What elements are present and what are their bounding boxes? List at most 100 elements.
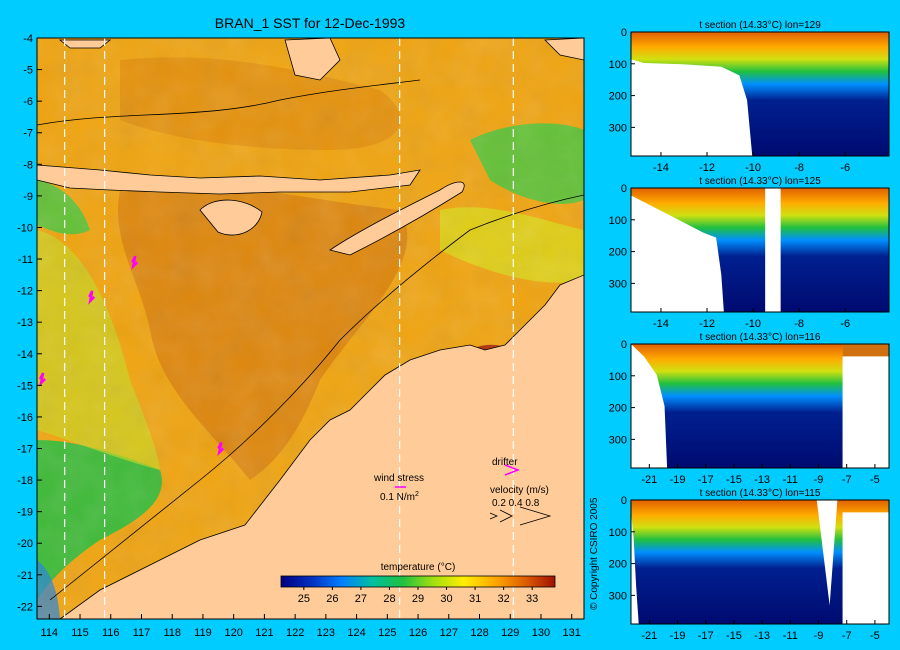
map-x-tick-label: 126: [409, 627, 427, 639]
map-y-tick-label: -7: [23, 128, 33, 140]
shelf-contour: [49, 194, 584, 601]
map-x-tick-label: 131: [563, 627, 581, 639]
section-no-data: [631, 195, 724, 312]
section-y-tick-label: 0: [621, 183, 627, 195]
section-x-tick-label: -21: [641, 474, 657, 486]
section-y-tick-label: 200: [609, 559, 627, 571]
sst-map: [37, 38, 584, 619]
map-axis-ticks: 114 115 116 117 118 119 120 121 122 123 124 125 126 1…: [17, 33, 581, 639]
map-x-tick-label: 116: [102, 627, 120, 639]
map-x-tick-label: 117: [133, 627, 151, 639]
drifter-label: drifter: [492, 457, 518, 468]
velocity-values: 0.2 0.4 0.8: [492, 498, 540, 509]
wind-stress-value: 0.1 N/m: [380, 492, 415, 503]
map-y-tick-label: -18: [17, 475, 33, 487]
section-lines: [64, 38, 514, 619]
map-y-tick-label: -20: [17, 538, 33, 550]
section-x-tick-label: -8: [794, 318, 804, 330]
colorbar: temperature (°C) 25 26 27 28 29 30 31 32 33: [280, 562, 556, 605]
drifter-track: [88, 290, 96, 305]
colorbar-tick-label: 29: [412, 593, 424, 605]
drifter-track: [217, 441, 225, 457]
section-y-tick-label: 200: [609, 91, 627, 103]
map-y-tick-label: -16: [17, 412, 33, 424]
section-y-tick-label: 0: [621, 495, 627, 507]
section-x-tick-label: -17: [698, 474, 714, 486]
section-no-data: [765, 188, 781, 312]
section-x-tick-label: -14: [653, 318, 669, 330]
map-y-tick-label: -5: [23, 65, 33, 77]
section-x-tick-label: -9: [814, 474, 824, 486]
section-y-tick-label: 100: [609, 371, 627, 383]
wind-stress-value-text: 0.1 N/m2: [380, 491, 419, 503]
section-no-data: [842, 512, 889, 624]
map-y-tick-label: -4: [23, 33, 33, 45]
drifter-track: [131, 255, 139, 270]
colorbar-tick-label: 32: [498, 593, 510, 605]
section-frame: [630, 499, 890, 625]
section-x-tick-label: -19: [670, 474, 686, 486]
section-no-data: [816, 500, 838, 606]
section-no-data: [631, 512, 639, 624]
map-x-tick-label: 119: [194, 627, 212, 639]
section-y-tick-label: 100: [609, 527, 627, 539]
velocity-arrows-icon: [489, 506, 552, 526]
section-x-tick-label: -13: [754, 630, 770, 642]
section-panel: t section (14.33°C) lon=115-21 -19 -17 -15-…: [609, 488, 890, 642]
section-y-tick-label: 200: [609, 247, 627, 259]
wind-stress-label: wind stress: [373, 473, 424, 484]
map-y-tick-label: -12: [17, 286, 33, 298]
drifter-tracks: [38, 255, 225, 457]
section-x-tick-label: -6: [840, 318, 850, 330]
section-x-tick-label: -15: [726, 630, 742, 642]
map-x-tick-label: 127: [440, 627, 458, 639]
map-y-tick-label: -11: [18, 254, 33, 266]
map-x-tick-label: 124: [347, 627, 365, 639]
section-no-data: [631, 59, 753, 156]
section-no-data: [631, 344, 668, 468]
section-x-tick-label: -6: [840, 162, 850, 174]
section-x-tick-label: -5: [870, 630, 880, 642]
land-nusa-tenggara: [37, 164, 421, 195]
map-x-tick-label: 115: [71, 627, 89, 639]
section-y-tick-label: 300: [609, 434, 627, 446]
section-y-tick-label: 0: [621, 27, 627, 39]
land-australia: [59, 274, 584, 619]
section-y-tick-label: 100: [609, 215, 627, 227]
map-title: BRAN_1 SST for 12-Dec-1993: [215, 15, 406, 31]
section-x-tick-label: -21: [641, 630, 657, 642]
map-x-tick-label: 120: [224, 627, 242, 639]
section-field: [842, 344, 889, 357]
colorbar-tick-label: 30: [440, 593, 452, 605]
map-x-tick-label: 128: [470, 627, 488, 639]
map-y-tick-label: -13: [17, 317, 33, 329]
section-frame: [630, 31, 890, 157]
section-y-tick-label: 200: [609, 403, 627, 415]
shelf-contour-north: [37, 79, 421, 126]
land-ne: [544, 38, 584, 61]
colorbar-tick-label: 31: [469, 593, 481, 605]
map-legend: wind stress 0.1 N/m2 drifter velocity (m…: [373, 457, 552, 526]
section-panel: t section (14.33°C) lon=116-21 -19 -17 -15-…: [609, 332, 890, 486]
colorbar-tick-label: 26: [326, 593, 338, 605]
land-sumba: [199, 199, 263, 236]
wind-stress-exponent: 2: [415, 491, 419, 498]
map-x-tick-label: 122: [286, 627, 304, 639]
map-y-tick-label: -9: [23, 191, 33, 203]
section-x-tick-label: -19: [670, 630, 686, 642]
section-y-tick-label: 300: [609, 590, 627, 602]
section-panel: t section (14.33°C) lon=125 -14 -12 -10 -8 -6…: [609, 176, 890, 330]
section-x-tick-label: -15: [726, 474, 742, 486]
copyright: © Copyright CSIRO 2005: [589, 497, 600, 610]
section-x-tick-label: -14: [653, 162, 669, 174]
map-y-tick-label: -19: [17, 507, 33, 519]
section-frame: [630, 187, 890, 313]
colorbar-tick-label: 25: [298, 593, 310, 605]
map-y-tick-label: -17: [17, 443, 33, 455]
section-x-tick-label: -8: [794, 162, 804, 174]
section-title: t section (14.33°C) lon=125: [699, 176, 821, 187]
section-y-tick-label: 0: [621, 339, 627, 351]
map-y-tick-label: -8: [23, 159, 33, 171]
map-frame: [36, 37, 585, 620]
section-x-tick-label: -13: [754, 474, 770, 486]
